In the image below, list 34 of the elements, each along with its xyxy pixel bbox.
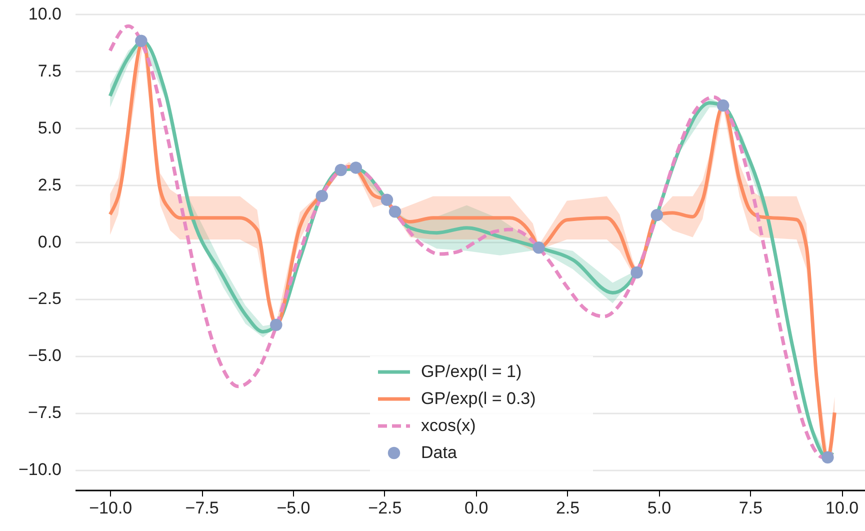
x-tick-label: −10.0: [89, 498, 132, 518]
point: [716, 99, 730, 112]
point: [135, 34, 148, 47]
x-tick-label: 7.5: [738, 498, 762, 518]
point: [532, 242, 545, 254]
legend-label: xcos(x): [421, 416, 476, 435]
y-tick-label: −7.5: [28, 403, 62, 422]
x-tick-label: 10.0: [826, 498, 859, 518]
y-tick-label: −10.0: [18, 460, 62, 479]
x-tick-label: −7.5: [185, 498, 219, 518]
point: [270, 318, 282, 331]
point: [350, 162, 362, 174]
point: [316, 190, 328, 202]
y-tick-label: 5.0: [38, 118, 62, 138]
y-tick-label: 0.0: [38, 232, 62, 252]
x-tick-label: 0.0: [464, 498, 488, 518]
x-tick-label: 5.0: [647, 498, 672, 518]
x-tick-label: −5.0: [276, 498, 310, 518]
point: [822, 451, 834, 464]
point: [388, 206, 402, 218]
legend-label: GP/exp(l = 0.3): [421, 389, 536, 408]
y-tick-label: 7.5: [38, 61, 62, 80]
legend-label: GP/exp(l = 1): [421, 362, 522, 381]
x-tick-label: 2.5: [556, 498, 580, 518]
point: [650, 208, 664, 222]
point: [334, 164, 348, 176]
x-tick-label: −2.5: [368, 498, 402, 518]
y-tick-label: 2.5: [38, 175, 62, 194]
y-tick-label: −2.5: [28, 289, 62, 308]
point: [380, 194, 394, 206]
y-tick-label: 10.0: [28, 4, 62, 24]
y-tick-label: −5.0: [28, 346, 62, 366]
legend-label: Data: [421, 443, 458, 462]
point: [630, 266, 643, 279]
